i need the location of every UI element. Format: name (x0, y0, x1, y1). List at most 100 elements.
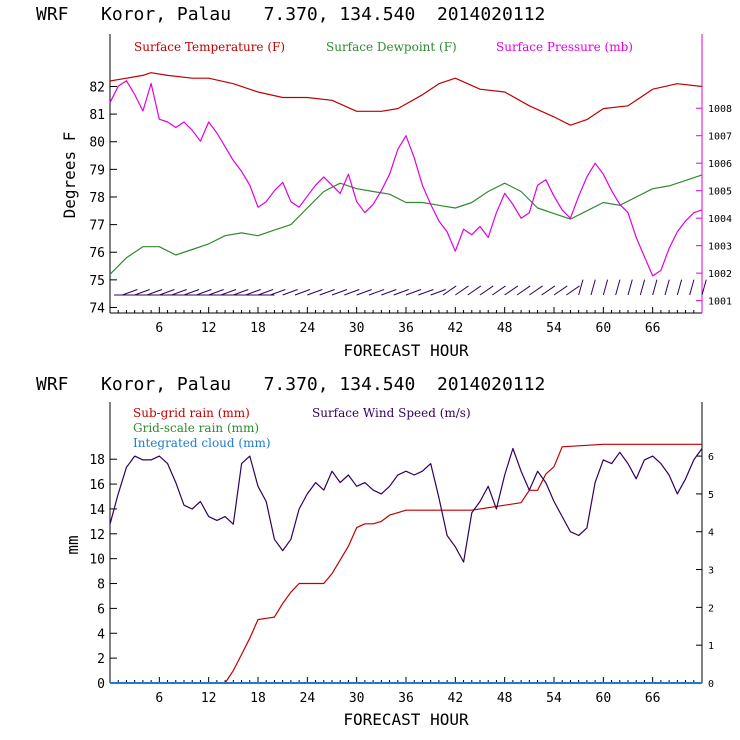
wind-barb (664, 279, 670, 296)
top-right-tick-label: 1008 (708, 104, 732, 115)
legend-surface-dewpoint: Surface Dewpoint (F) (326, 40, 457, 54)
wind-barb (701, 279, 707, 296)
wind-barb (529, 285, 543, 296)
wind-barb (183, 289, 200, 296)
bottom-x-tick-label: 18 (250, 691, 266, 706)
wind-barb (639, 279, 646, 296)
wind-barb (405, 289, 422, 296)
sub-grid-rain-line (110, 443, 702, 684)
surface-pressure-line (109, 80, 703, 277)
bottom-x-tick-label: 60 (596, 691, 612, 706)
bottom-y-tick-label: 10 (89, 553, 105, 568)
bottom-right-tick-label: 6 (708, 452, 714, 463)
wind-barb (270, 289, 286, 296)
top-chart-title: WRF Koror, Palau 7.370, 134.540 20140201… (36, 4, 545, 25)
bottom-chart: WRF Koror, Palau 7.370, 134.540 20140201… (36, 374, 714, 729)
legend-surface-pressure: Surface Pressure (mb) (496, 40, 633, 54)
bottom-y-tick-label: 6 (97, 602, 105, 617)
surface-dewpoint-line (109, 174, 703, 275)
wind-barb (344, 289, 360, 296)
wind-barb (541, 285, 556, 296)
wind-barb (430, 289, 446, 296)
surface-wind-speed-line (109, 447, 703, 563)
wind-barb (368, 289, 385, 296)
wind-barb (319, 289, 335, 296)
top-x-tick-labels: 6 12 18 24 30 36 42 48 54 60 66 (155, 321, 660, 336)
wind-barb (220, 289, 237, 296)
wind-barb (196, 289, 212, 296)
wind-barb (122, 289, 138, 296)
wind-barb (516, 285, 531, 296)
top-x-tick-label: 48 (497, 321, 513, 336)
wind-barb (171, 289, 187, 296)
wind-barb (602, 279, 609, 296)
wind-barb (479, 285, 494, 296)
legend-surface-wind-speed: Surface Wind Speed (m/s) (312, 406, 471, 420)
wind-barbs (114, 279, 707, 296)
bottom-y-tick-label: 12 (89, 528, 105, 543)
top-y-tick-labels: 74 75 76 77 78 79 80 81 82 (89, 80, 105, 316)
wind-barb (159, 289, 175, 296)
bottom-x-tick-label: 6 (155, 691, 163, 706)
top-right-tick-label: 1002 (708, 269, 732, 280)
wind-barb (208, 289, 224, 296)
top-axes (109, 34, 703, 314)
top-y-tick-label: 80 (89, 136, 105, 151)
top-right-tick-label: 1004 (708, 214, 732, 225)
bottom-y-tick-label: 16 (89, 478, 105, 493)
wind-barb (553, 285, 568, 296)
bottom-y-tick-labels: 0 2 4 6 8 10 12 14 16 18 (89, 453, 105, 692)
top-right-tick-labels: 1001 1002 1003 1004 1005 1006 1007 1008 (708, 104, 732, 307)
wind-barb (294, 289, 311, 296)
bottom-y-tick-label: 0 (97, 677, 105, 692)
top-y-tick-label: 75 (89, 274, 105, 289)
wind-barb (381, 289, 397, 296)
bottom-y-tick-label: 8 (97, 578, 105, 593)
top-right-tick-label: 1001 (708, 297, 732, 308)
bottom-y-tick-label: 2 (97, 652, 105, 667)
bottom-right-tick-label: 4 (708, 528, 714, 539)
bottom-x-tick-label: 30 (349, 691, 365, 706)
wind-barb (676, 279, 683, 296)
top-x-tick-label: 6 (155, 321, 163, 336)
bottom-y-tick-label: 4 (97, 627, 105, 642)
top-right-tick-label: 1006 (708, 159, 732, 170)
top-series (109, 72, 703, 277)
top-x-tick-label: 18 (250, 321, 266, 336)
bottom-series (109, 443, 703, 684)
top-x-axis-label: FORECAST HOUR (343, 341, 469, 360)
legend-subgrid-rain: Sub-grid rain (mm) (133, 406, 250, 420)
bottom-x-tick-label: 42 (448, 691, 464, 706)
bottom-x-tick-label: 36 (398, 691, 414, 706)
top-x-tick-label: 36 (398, 321, 414, 336)
bottom-right-tick-labels: 0 1 2 3 4 5 6 (708, 452, 714, 690)
wind-barb (652, 279, 658, 296)
bottom-x-tick-labels: 6 12 18 24 30 36 42 48 54 60 66 (155, 691, 660, 706)
top-y-tick-label: 82 (89, 80, 105, 95)
top-chart: WRF Koror, Palau 7.370, 134.540 20140201… (36, 4, 732, 360)
legend-grid-scale-rain: Grid-scale rain (mm) (133, 421, 259, 435)
top-x-tick-label: 24 (300, 321, 316, 336)
wind-barb (331, 289, 348, 296)
wind-barb (627, 279, 633, 296)
bottom-right-tick-label: 1 (708, 641, 714, 652)
top-right-tick-label: 1005 (708, 187, 732, 198)
top-x-tick-label: 12 (201, 321, 217, 336)
legend-surface-temperature: Surface Temperature (F) (134, 40, 285, 54)
wind-barb (492, 285, 506, 296)
wind-barb (245, 289, 261, 296)
bottom-x-tick-label: 24 (300, 691, 316, 706)
bottom-y-tick-label: 14 (89, 503, 105, 518)
wind-barb (233, 289, 249, 296)
top-y-tick-label: 77 (89, 219, 105, 234)
surface-temperature-line (109, 72, 703, 126)
top-y-tick-label: 76 (89, 246, 105, 261)
wind-barb (689, 279, 695, 296)
wind-barb (455, 285, 469, 296)
wind-barb (356, 289, 372, 296)
wind-barb (134, 289, 150, 296)
top-x-tick-label: 66 (645, 321, 661, 336)
top-x-tick-label: 42 (448, 321, 464, 336)
top-y-axis-label: Degrees F (60, 132, 79, 219)
